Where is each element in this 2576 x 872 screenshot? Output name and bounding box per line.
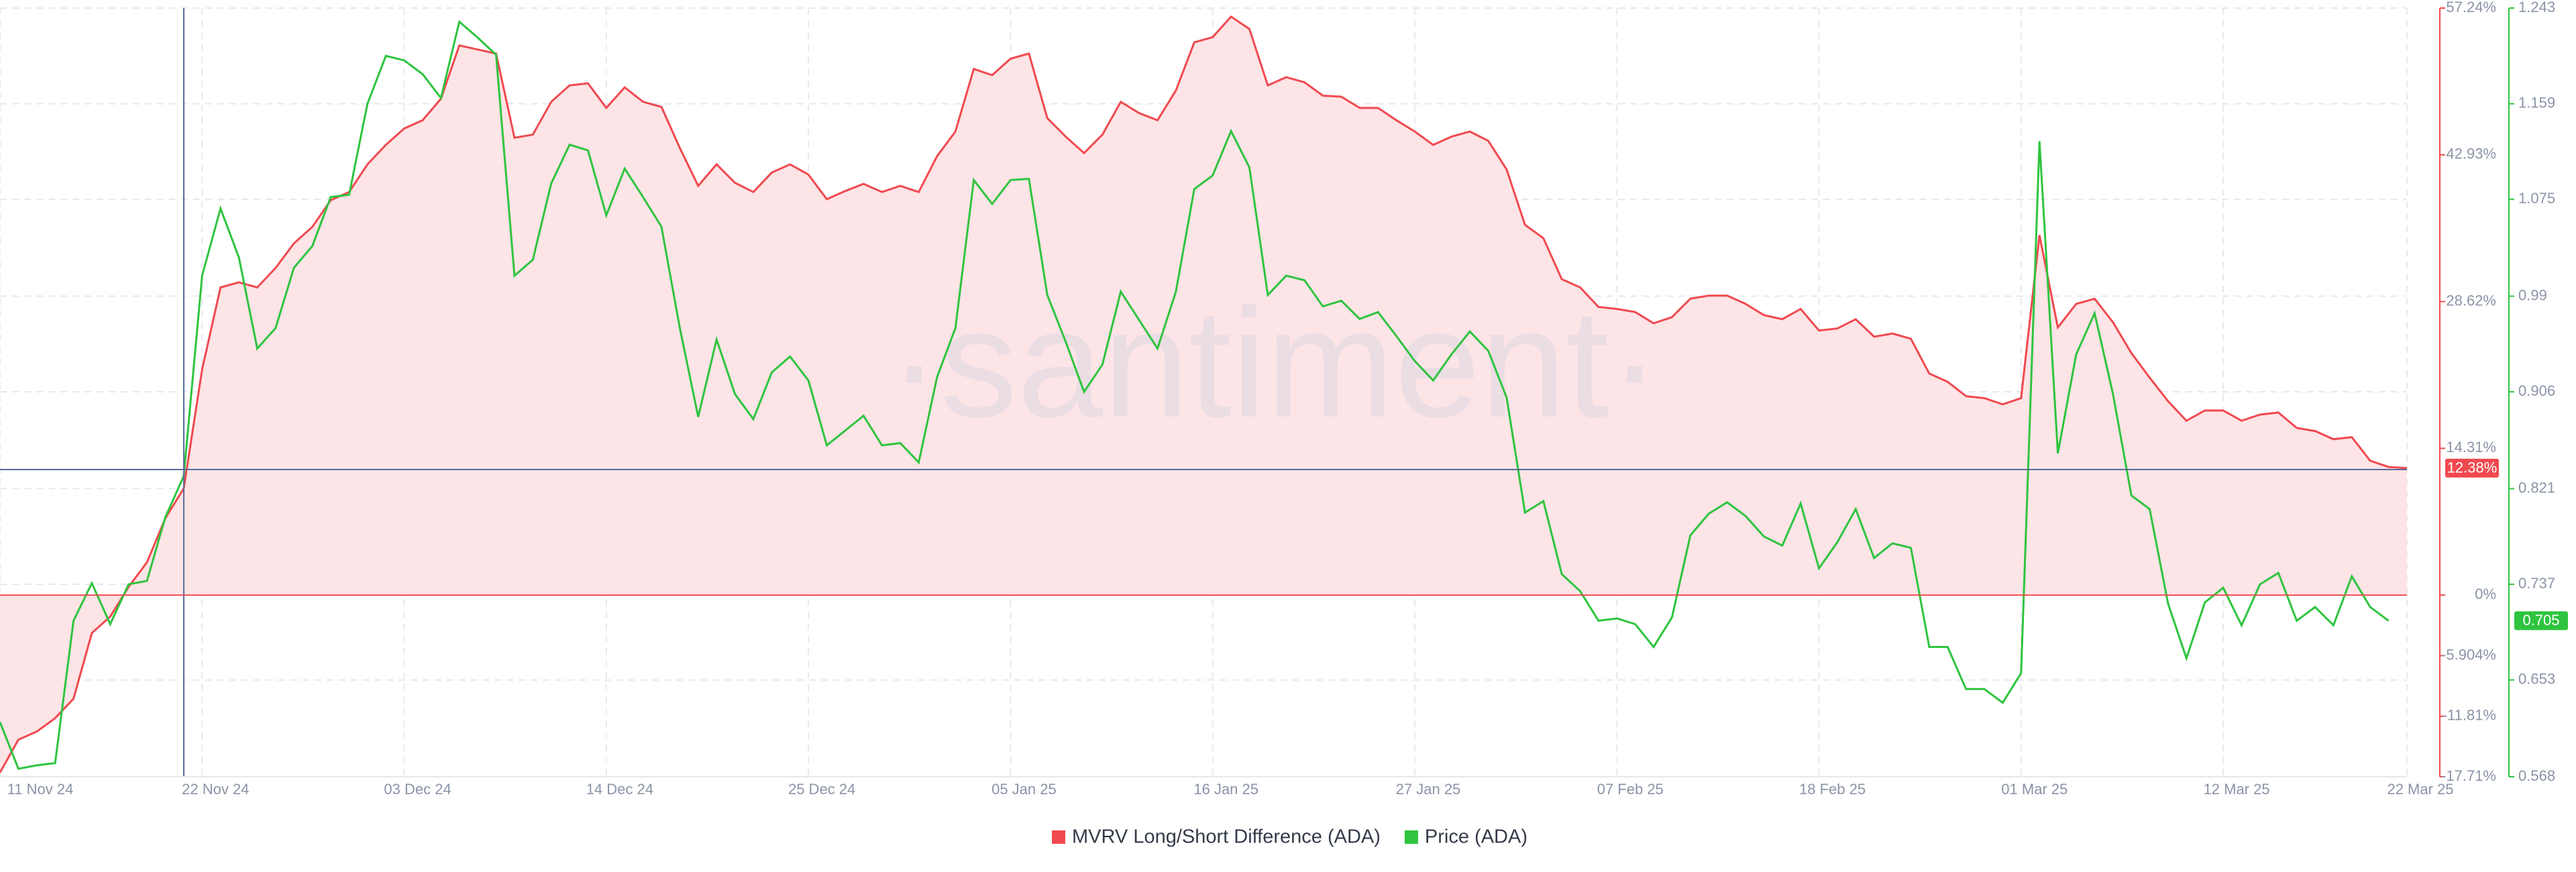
x-tick-label: 16 Jan 25	[1193, 781, 1258, 798]
y-tick-label: 42.93%	[2446, 146, 2496, 162]
line	[0, 15, 2408, 773]
x-tick-label: 14 Dec 24	[586, 781, 653, 798]
y-tick-label: 0%	[2475, 586, 2496, 602]
y2-tick-label: 0.821	[2518, 479, 2555, 496]
legend-swatch	[1052, 830, 1065, 844]
area	[0, 16, 2407, 773]
y2-tick-label: 0.737	[2518, 575, 2555, 592]
y-tick-label: 28.62%	[2446, 292, 2496, 309]
areas	[0, 16, 2407, 773]
axes: 1.243 1.159 1.075 0.99 0.906 0.821 0.737 0.653 0…	[0, 0, 2568, 798]
current-value-label: 0.705	[2522, 612, 2559, 629]
x-tick-label: 07 Feb 25	[1597, 781, 1664, 798]
watermark: ·santiment·	[889, 277, 1660, 449]
x-tick-label: 05 Jan 25	[991, 781, 1057, 798]
y2-tick-label: 1.243	[2518, 0, 2555, 15]
x-tick-label: 27 Jan 25	[1396, 781, 1461, 798]
x-tick-label: 12 Mar 25	[2204, 781, 2270, 798]
y-tick-label: -17.71%	[2441, 767, 2496, 784]
x-tick-label: 22 Nov 24	[182, 781, 249, 798]
y2-tick-label: 0.906	[2518, 382, 2555, 399]
lines	[0, 15, 2408, 773]
current-value-badge	[2445, 458, 2499, 478]
current-value-label: 12.38%	[2447, 459, 2498, 476]
x-tick-label: 03 Dec 24	[384, 781, 451, 798]
y2-tick-label: 0.99	[2518, 286, 2547, 303]
y-tick-label: -11.81%	[2443, 707, 2496, 724]
legend: MVRV Long/Short Difference (ADA) Price (A…	[1052, 826, 1527, 848]
x-tick-label: 22 Mar 25	[2387, 781, 2453, 798]
line	[0, 19, 2390, 770]
x-tick-label: 25 Dec 24	[788, 781, 855, 798]
y2-tick-label: 1.075	[2518, 190, 2555, 207]
y-tick-label: 57.24%	[2446, 0, 2496, 15]
x-tick-label: 18 Feb 25	[1799, 781, 1866, 798]
x-tick-label: 11 Nov 24	[7, 781, 74, 798]
y-tick-label: 14.31%	[2446, 439, 2496, 455]
y2-tick-label: 0.568	[2518, 767, 2555, 784]
legend-label: MVRV Long/Short Difference (ADA)	[1072, 826, 1381, 848]
x-tick-label: 01 Mar 25	[2001, 781, 2068, 798]
y2-tick-label: 1.159	[2518, 94, 2555, 111]
current-value-badge	[2514, 611, 2568, 631]
legend-label: Price (ADA)	[1425, 826, 1527, 848]
y2-tick-label: 0.653	[2518, 671, 2555, 688]
legend-swatch	[1404, 830, 1418, 844]
y-tick-label: -5.904%	[2441, 646, 2496, 663]
